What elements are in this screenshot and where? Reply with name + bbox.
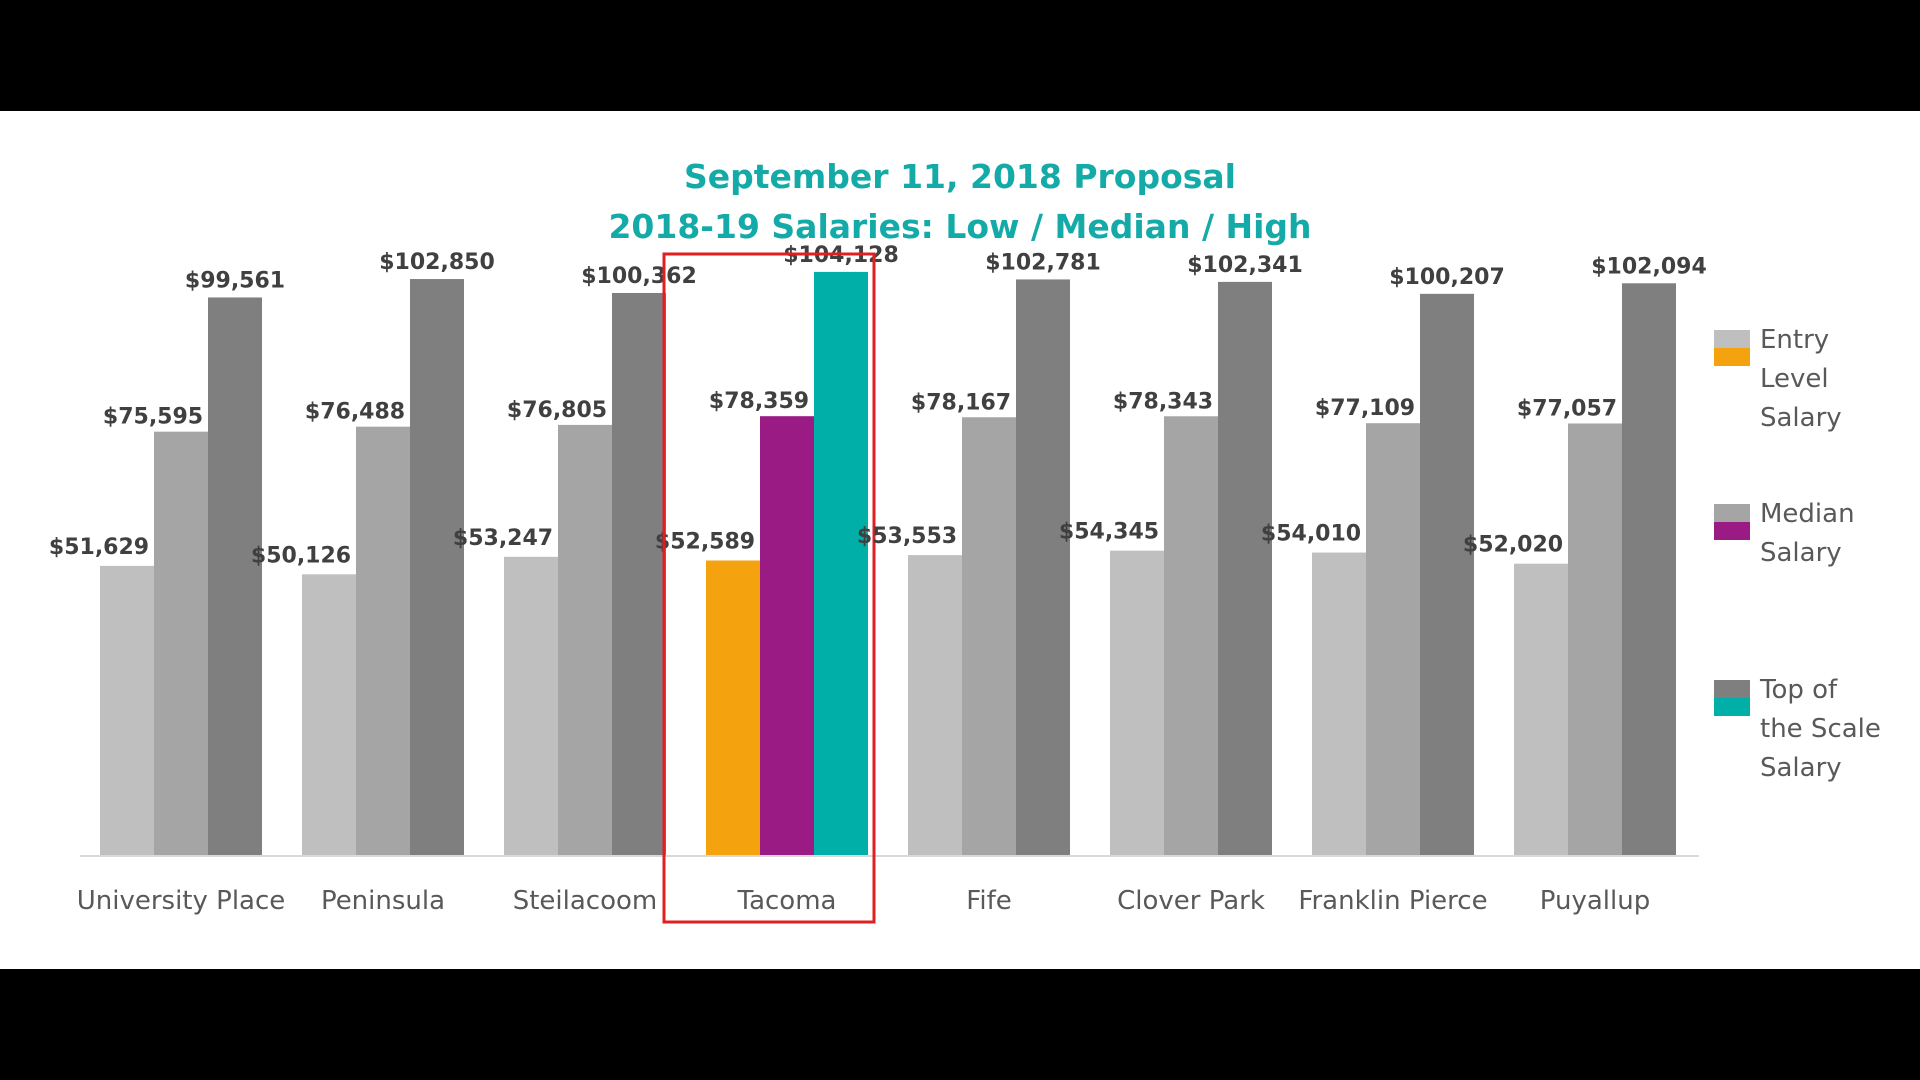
- bar-clover-park-median-salary: [1164, 416, 1218, 855]
- data-label-tacoma-entry-level-salary: $52,589: [655, 530, 755, 555]
- data-label-franklin-pierce-median-salary: $77,109: [1315, 396, 1415, 421]
- bar-puyallup-top-of-the-scale-salary: [1622, 283, 1676, 855]
- legend-swatch-highlight-top-of-the-scale-salary: [1714, 698, 1750, 716]
- legend-label-top-of-the-scale-salary-line-1: Top of: [1759, 675, 1838, 705]
- legend-swatch-median-salary: [1714, 504, 1750, 522]
- bar-tacoma-median-salary: [760, 416, 814, 855]
- legend-label-median-salary-line-1: Median: [1760, 499, 1855, 529]
- data-label-steilacoom-median-salary: $76,805: [507, 398, 607, 423]
- data-label-steilacoom-entry-level-salary: $53,247: [453, 526, 553, 551]
- data-label-clover-park-top-of-the-scale-salary: $102,341: [1187, 253, 1303, 278]
- bar-tacoma-top-of-the-scale-salary: [814, 271, 868, 855]
- legend-label-top-of-the-scale-salary-line-3: Salary: [1760, 753, 1842, 783]
- data-label-fife-top-of-the-scale-salary: $102,781: [985, 250, 1101, 275]
- bar-steilacoom-median-salary: [558, 424, 612, 855]
- bar-steilacoom-entry-level-salary: [504, 556, 558, 855]
- legend-swatch-top-of-the-scale-salary: [1714, 680, 1750, 698]
- category-label-franklin-pierce: Franklin Pierce: [1298, 886, 1487, 916]
- data-label-peninsula-entry-level-salary: $50,126: [251, 543, 351, 568]
- bar-clover-park-top-of-the-scale-salary: [1218, 281, 1272, 855]
- bar-chart: $51,629 $75,595 $99,561 University Place $50…: [49, 243, 1881, 924]
- bar-tacoma-entry-level-salary: [706, 560, 760, 855]
- legend-label-top-of-the-scale-salary-line-2: the Scale: [1760, 714, 1881, 744]
- category-label-clover-park: Clover Park: [1117, 886, 1265, 916]
- data-label-clover-park-entry-level-salary: $54,345: [1059, 520, 1159, 545]
- bar-franklin-pierce-top-of-the-scale-salary: [1420, 293, 1474, 855]
- data-label-university-place-median-salary: $75,595: [103, 405, 203, 430]
- bar-puyallup-entry-level-salary: [1514, 563, 1568, 855]
- data-label-university-place-entry-level-salary: $51,629: [49, 535, 149, 560]
- category-label-peninsula: Peninsula: [321, 886, 445, 916]
- bar-peninsula-entry-level-salary: [302, 574, 356, 855]
- category-label-steilacoom: Steilacoom: [513, 886, 658, 916]
- bar-franklin-pierce-entry-level-salary: [1312, 552, 1366, 855]
- data-label-fife-entry-level-salary: $53,553: [857, 524, 957, 549]
- bar-steilacoom-top-of-the-scale-salary: [612, 292, 666, 855]
- highlight-box-tacoma: [662, 252, 876, 924]
- data-label-franklin-pierce-entry-level-salary: $54,010: [1261, 522, 1361, 547]
- legend-label-entry-level-salary-line-1: Entry: [1760, 325, 1829, 355]
- chart-title: September 11, 2018 Proposal: [683, 157, 1236, 196]
- chart-subtitle: 2018-19 Salaries: Low / Median / High: [608, 207, 1312, 246]
- bar-clover-park-entry-level-salary: [1110, 550, 1164, 855]
- category-label-tacoma: Tacoma: [737, 886, 837, 916]
- bar-university-place-median-salary: [154, 431, 208, 855]
- data-label-puyallup-median-salary: $77,057: [1517, 396, 1617, 421]
- legend-swatch-highlight-entry-level-salary: [1714, 348, 1750, 366]
- category-label-puyallup: Puyallup: [1540, 886, 1650, 916]
- legend-label-entry-level-salary-line-3: Salary: [1760, 403, 1842, 433]
- bar-peninsula-top-of-the-scale-salary: [410, 279, 464, 855]
- data-label-puyallup-entry-level-salary: $52,020: [1463, 533, 1563, 558]
- data-label-clover-park-median-salary: $78,343: [1113, 389, 1213, 414]
- data-label-fife-median-salary: $78,167: [911, 390, 1011, 415]
- legend-swatch-entry-level-salary: [1714, 330, 1750, 348]
- legend-label-entry-level-salary-line-2: Level: [1760, 364, 1829, 394]
- category-label-fife: Fife: [966, 886, 1011, 916]
- data-label-puyallup-top-of-the-scale-salary: $102,094: [1591, 254, 1707, 279]
- data-label-steilacoom-top-of-the-scale-salary: $100,362: [581, 264, 697, 289]
- data-label-tacoma-median-salary: $78,359: [709, 389, 809, 414]
- bar-university-place-entry-level-salary: [100, 565, 154, 855]
- legend-swatch-highlight-median-salary: [1714, 522, 1750, 540]
- bar-puyallup-median-salary: [1568, 423, 1622, 855]
- bar-fife-top-of-the-scale-salary: [1016, 279, 1070, 855]
- bar-fife-entry-level-salary: [908, 555, 962, 855]
- data-label-university-place-top-of-the-scale-salary: $99,561: [185, 268, 285, 293]
- legend-label-median-salary-line-2: Salary: [1760, 538, 1842, 568]
- data-label-peninsula-median-salary: $76,488: [305, 400, 405, 425]
- bar-university-place-top-of-the-scale-salary: [208, 297, 262, 856]
- bar-franklin-pierce-median-salary: [1366, 423, 1420, 855]
- data-label-franklin-pierce-top-of-the-scale-salary: $100,207: [1389, 265, 1505, 290]
- data-label-peninsula-top-of-the-scale-salary: $102,850: [379, 250, 495, 275]
- category-label-university-place: University Place: [77, 886, 286, 916]
- bar-peninsula-median-salary: [356, 426, 410, 855]
- chart-stage: September 11, 2018 Proposal 2018-19 Sala…: [0, 111, 1920, 969]
- bar-fife-median-salary: [962, 417, 1016, 855]
